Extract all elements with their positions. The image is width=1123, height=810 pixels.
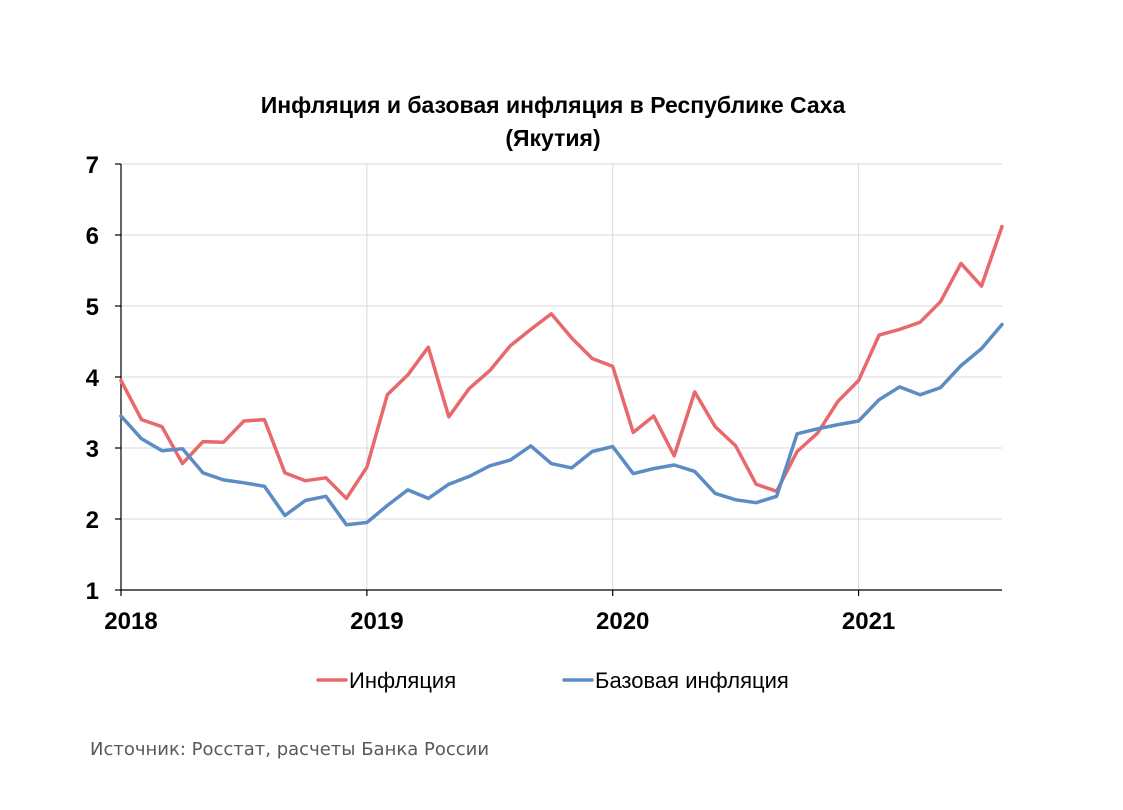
chart-title-line-2: (Якутия) [505, 125, 600, 151]
x-axis-tick-labels: 2018 2019 2020 2021 [104, 608, 895, 635]
y-tick-label-6: 6 [86, 223, 99, 250]
legend-item-inflation-label: Инфляция [349, 668, 456, 693]
y-tick-label-5: 5 [86, 294, 99, 321]
x-tick-label-2018: 2018 [104, 608, 157, 635]
series-line-core-inflation [119, 322, 1004, 527]
y-tick-label-1: 1 [86, 578, 99, 605]
series-lines [119, 224, 1004, 527]
y-axis-tick-labels: 1 2 3 4 5 6 7 [86, 152, 100, 605]
x-tick-label-2021: 2021 [842, 608, 895, 635]
legend-item-core-inflation-label: Базовая инфляция [595, 668, 789, 693]
legend: Инфляция Базовая инфляция [316, 668, 789, 693]
gridlines [121, 163, 1002, 590]
source-note: Источник: Росстат, расчеты Банка России [90, 739, 489, 760]
chart-title-line-1: Инфляция и базовая инфляция в Республике… [261, 92, 846, 118]
series-line-inflation [119, 224, 1004, 501]
y-tick-label-2: 2 [86, 507, 99, 534]
y-tick-label-7: 7 [86, 152, 99, 179]
axes [115, 163, 1002, 596]
y-tick-label-3: 3 [86, 436, 99, 463]
y-tick-label-4: 4 [86, 365, 100, 392]
x-tick-label-2019: 2019 [350, 608, 403, 635]
x-tick-label-2020: 2020 [596, 608, 649, 635]
